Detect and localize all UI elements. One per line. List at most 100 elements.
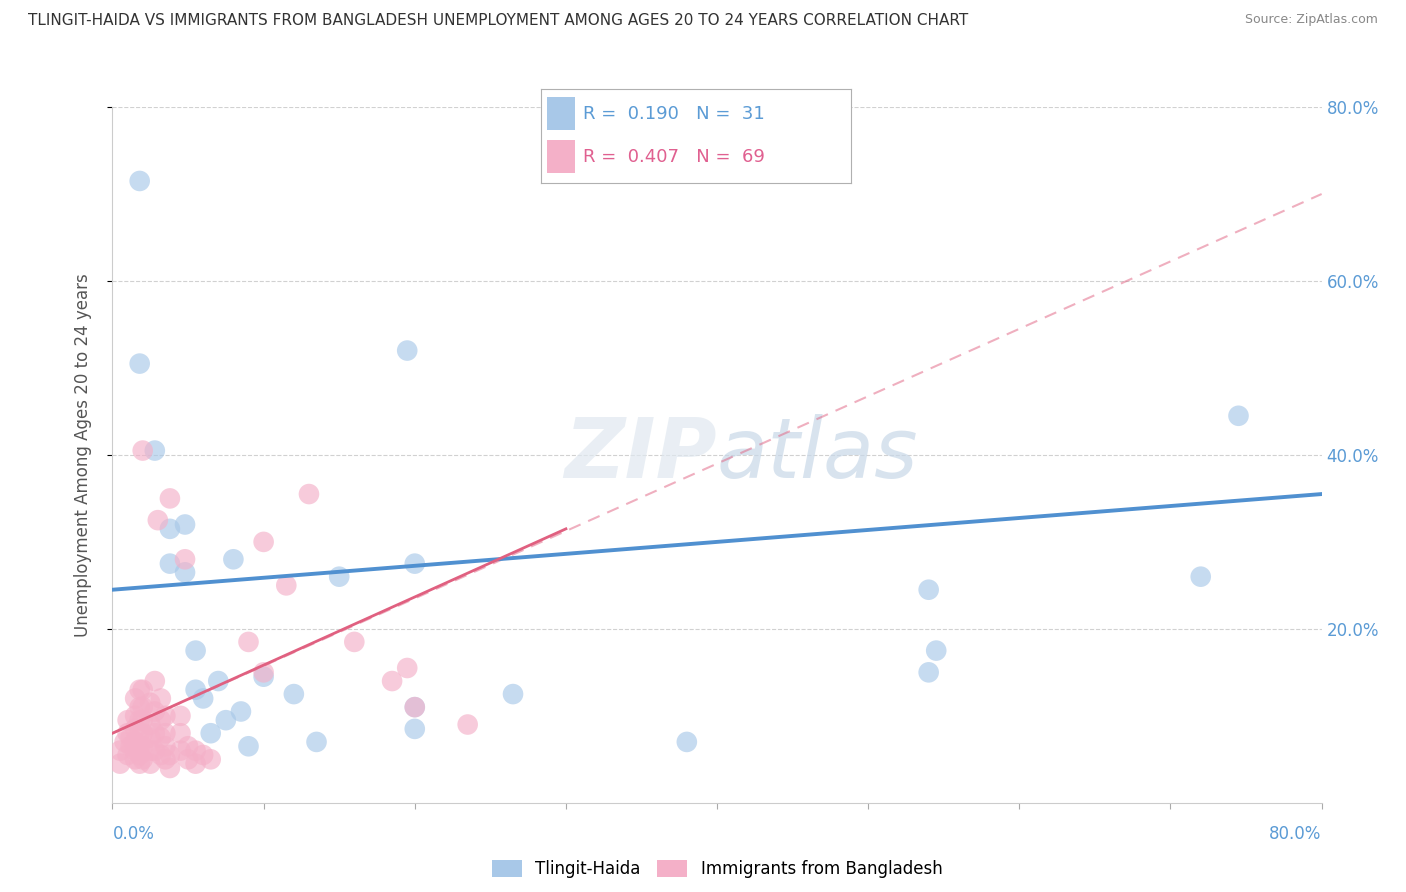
Point <box>215 713 238 727</box>
Point <box>143 726 166 740</box>
Point <box>253 665 276 680</box>
Point <box>159 557 181 571</box>
Point <box>174 552 197 566</box>
Point <box>149 713 172 727</box>
Point <box>404 700 426 714</box>
Point <box>149 731 172 745</box>
Point <box>143 744 166 758</box>
Point <box>305 735 328 749</box>
Point <box>124 752 146 766</box>
Text: ZIP: ZIP <box>564 415 717 495</box>
Point <box>139 744 162 758</box>
Point <box>238 739 260 754</box>
Bar <box>547 140 575 173</box>
Point <box>191 747 214 762</box>
Text: TLINGIT-HAIDA VS IMMIGRANTS FROM BANGLADESH UNEMPLOYMENT AMONG AGES 20 TO 24 YEA: TLINGIT-HAIDA VS IMMIGRANTS FROM BANGLAD… <box>28 13 969 29</box>
Text: atlas: atlas <box>717 415 918 495</box>
Point <box>177 752 200 766</box>
Point <box>457 717 479 731</box>
Y-axis label: Unemployment Among Ages 20 to 24 years: Unemployment Among Ages 20 to 24 years <box>73 273 91 637</box>
Point <box>184 682 207 697</box>
Point <box>200 752 222 766</box>
Point <box>108 756 131 771</box>
Point <box>222 552 245 566</box>
Legend: Tlingit-Haida, Immigrants from Bangladesh: Tlingit-Haida, Immigrants from Banglades… <box>485 854 949 885</box>
Point <box>502 687 524 701</box>
Point <box>132 726 155 740</box>
Point <box>132 713 155 727</box>
Point <box>925 643 948 657</box>
Point <box>143 705 166 719</box>
Point <box>143 443 166 458</box>
Text: R =  0.190   N =  31: R = 0.190 N = 31 <box>583 104 765 122</box>
Point <box>124 722 146 736</box>
Point <box>120 731 142 745</box>
Point <box>155 752 177 766</box>
Point <box>169 744 191 758</box>
Point <box>128 357 150 371</box>
Point <box>174 517 197 532</box>
Point <box>117 713 139 727</box>
Point <box>396 661 419 675</box>
Point <box>381 674 404 689</box>
Point <box>207 674 229 689</box>
Point <box>108 744 131 758</box>
Point <box>128 756 150 771</box>
Text: 80.0%: 80.0% <box>1270 825 1322 843</box>
Point <box>159 747 181 762</box>
Point <box>298 487 321 501</box>
Point <box>174 566 197 580</box>
Point <box>139 731 162 745</box>
Point <box>124 735 146 749</box>
Point <box>328 570 350 584</box>
Point <box>1227 409 1250 423</box>
Point <box>229 705 252 719</box>
Text: 0.0%: 0.0% <box>112 825 155 843</box>
Point <box>128 747 150 762</box>
Point <box>132 700 155 714</box>
Point <box>159 491 181 506</box>
Point <box>149 747 172 762</box>
Point <box>1189 570 1212 584</box>
Point <box>132 682 155 697</box>
Point <box>184 643 207 657</box>
Point <box>139 696 162 710</box>
Point <box>114 735 136 749</box>
Point <box>155 726 177 740</box>
Point <box>191 691 214 706</box>
Text: R =  0.407   N =  69: R = 0.407 N = 69 <box>583 148 765 166</box>
Point <box>675 735 697 749</box>
Point <box>139 756 162 771</box>
Point <box>132 739 155 754</box>
Point <box>404 700 426 714</box>
Point <box>184 744 207 758</box>
Point <box>128 739 150 754</box>
Point <box>283 687 305 701</box>
Point <box>159 761 181 775</box>
Point <box>128 713 150 727</box>
Bar <box>547 96 575 130</box>
Point <box>146 513 169 527</box>
Point <box>238 635 260 649</box>
Point <box>124 744 146 758</box>
Point <box>169 726 191 740</box>
Point <box>128 726 150 740</box>
Point <box>396 343 419 358</box>
Point <box>139 717 162 731</box>
Point <box>404 722 426 736</box>
Point <box>117 747 139 762</box>
Point <box>918 665 941 680</box>
Point <box>132 752 155 766</box>
Point <box>124 691 146 706</box>
Point <box>128 682 150 697</box>
Point <box>155 739 177 754</box>
Point <box>155 708 177 723</box>
Point <box>200 726 222 740</box>
Point <box>128 174 150 188</box>
Point <box>918 582 941 597</box>
Point <box>177 739 200 754</box>
Point <box>117 726 139 740</box>
Text: Source: ZipAtlas.com: Source: ZipAtlas.com <box>1244 13 1378 27</box>
Point <box>143 674 166 689</box>
Point <box>149 691 172 706</box>
